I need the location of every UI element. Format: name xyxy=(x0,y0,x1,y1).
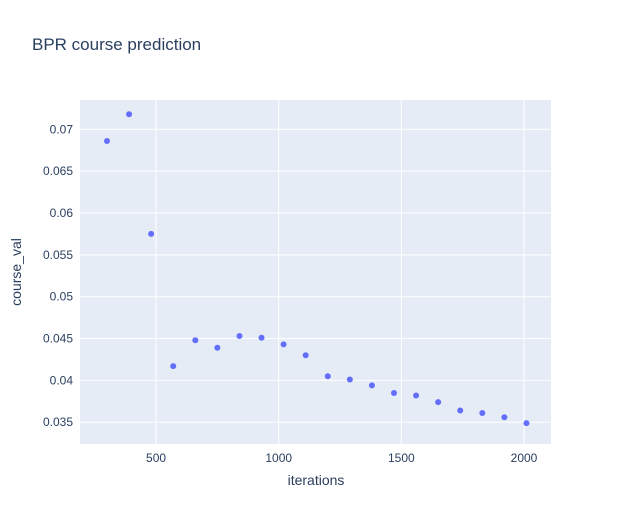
data-point xyxy=(391,389,397,396)
data-point xyxy=(479,410,486,417)
y-tick-label: 0.04 xyxy=(50,373,74,387)
x-axis-title: iterations xyxy=(288,472,345,488)
data-point xyxy=(368,382,375,389)
data-point xyxy=(126,111,133,118)
x-tick-label: 2000 xyxy=(511,451,538,465)
y-axis-title: course_val xyxy=(8,238,24,306)
y-tick-label: 0.045 xyxy=(43,332,73,346)
data-point xyxy=(501,414,508,421)
grid-lines xyxy=(80,100,551,444)
data-point xyxy=(170,363,177,370)
data-point xyxy=(302,352,309,359)
y-tick-label: 0.035 xyxy=(43,415,73,429)
chart-title: BPR course prediction xyxy=(32,35,201,54)
data-point xyxy=(457,407,464,414)
y-tick-label: 0.05 xyxy=(50,290,74,304)
data-point xyxy=(280,341,287,348)
data-point xyxy=(148,230,155,237)
x-tick-label: 1500 xyxy=(388,451,415,465)
data-point xyxy=(192,337,199,344)
data-points xyxy=(103,111,530,427)
y-tick-label: 0.07 xyxy=(50,122,74,136)
data-point xyxy=(346,376,353,383)
plot-area xyxy=(80,100,551,444)
data-point xyxy=(236,333,243,340)
y-axis-ticks: 0.035 0.04 0.045 0.05 0.055 0.06 0.065 0.07 xyxy=(43,122,73,429)
data-point xyxy=(413,392,420,399)
y-tick-label: 0.06 xyxy=(50,206,74,220)
x-axis-ticks: 500 1000 1500 2000 xyxy=(146,451,538,465)
data-point xyxy=(258,334,265,341)
data-point xyxy=(103,138,110,145)
data-point xyxy=(523,420,530,427)
x-tick-label: 1000 xyxy=(265,451,292,465)
data-point xyxy=(435,399,442,406)
data-point xyxy=(324,373,331,380)
y-tick-label: 0.055 xyxy=(43,248,73,262)
x-tick-label: 500 xyxy=(146,451,166,465)
data-point xyxy=(214,344,221,351)
y-tick-label: 0.065 xyxy=(43,164,73,178)
